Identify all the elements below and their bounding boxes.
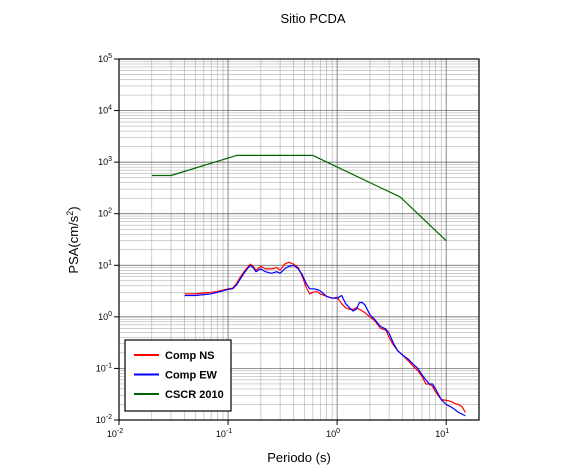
series-line-cscr-2010: [151, 154, 447, 242]
y-tick-label-exponent: 5: [108, 53, 112, 60]
x-tick-label: 100: [326, 428, 340, 439]
y-tick-label: 103: [98, 156, 112, 167]
y-tick-label-exponent: 3: [108, 156, 112, 163]
y-tick-label: 104: [98, 105, 112, 116]
series-line-comp-ew: [184, 264, 466, 417]
x-tick-label-base: 10: [107, 429, 117, 439]
y-tick-label: 101: [98, 259, 112, 270]
y-tick-label-exponent: 2: [108, 208, 112, 215]
y-tick-label-exponent: 0: [108, 311, 112, 318]
x-tick-label-exponent: -2: [117, 428, 123, 435]
y-tick-label-base: 10: [98, 209, 108, 219]
x-tick-label-base: 10: [435, 429, 445, 439]
y-tick-label-base: 10: [96, 415, 106, 425]
x-axis-label: Periodo (s): [267, 450, 331, 465]
y-tick-label: 10-2: [96, 414, 112, 425]
plot-frame: [118, 58, 480, 421]
y-axis-label-close: ): [66, 206, 81, 210]
y-tick-label: 102: [98, 208, 112, 219]
y-tick-label-exponent: 4: [108, 105, 112, 112]
x-tick-label-base: 10: [326, 429, 336, 439]
x-tick-label: 101: [435, 428, 449, 439]
legend-label-comp-ew: Comp EW: [165, 370, 218, 382]
x-tick-label-base: 10: [216, 429, 226, 439]
y-axis-label-superscript: 2: [65, 211, 75, 216]
y-axis-label-base: PSA(cm/s: [66, 215, 81, 273]
y-tick-label: 100: [98, 311, 112, 322]
legend-label-cscr-2010: CSCR 2010: [165, 389, 224, 401]
x-tick-label-exponent: 1: [445, 428, 449, 435]
x-tick-label-exponent: 0: [336, 428, 340, 435]
y-tick-label-base: 10: [98, 260, 108, 270]
x-tick-label-exponent: -1: [226, 428, 232, 435]
series-layer: [151, 154, 466, 417]
y-tick-label-base: 10: [96, 363, 106, 373]
y-axis-label: PSA(cm/s2): [65, 206, 81, 273]
y-tick-label-base: 10: [98, 312, 108, 322]
chart-title: Sitio PCDA: [280, 11, 345, 26]
legend-label-comp-ns: Comp NS: [165, 350, 215, 362]
y-tick-label: 105: [98, 53, 112, 64]
y-tick-label-base: 10: [98, 54, 108, 64]
y-tick-label-base: 10: [98, 106, 108, 116]
y-tick-label-exponent: -1: [106, 362, 112, 369]
y-tick-label-exponent: 1: [108, 259, 112, 266]
x-tick-label: 10-1: [216, 428, 232, 439]
y-tick-label: 10-1: [96, 362, 112, 373]
legend: Comp NS Comp EW CSCR 2010: [124, 339, 232, 412]
y-tick-label-base: 10: [98, 157, 108, 167]
x-tick-label: 10-2: [107, 428, 123, 439]
y-tick-label-exponent: -2: [106, 414, 112, 421]
